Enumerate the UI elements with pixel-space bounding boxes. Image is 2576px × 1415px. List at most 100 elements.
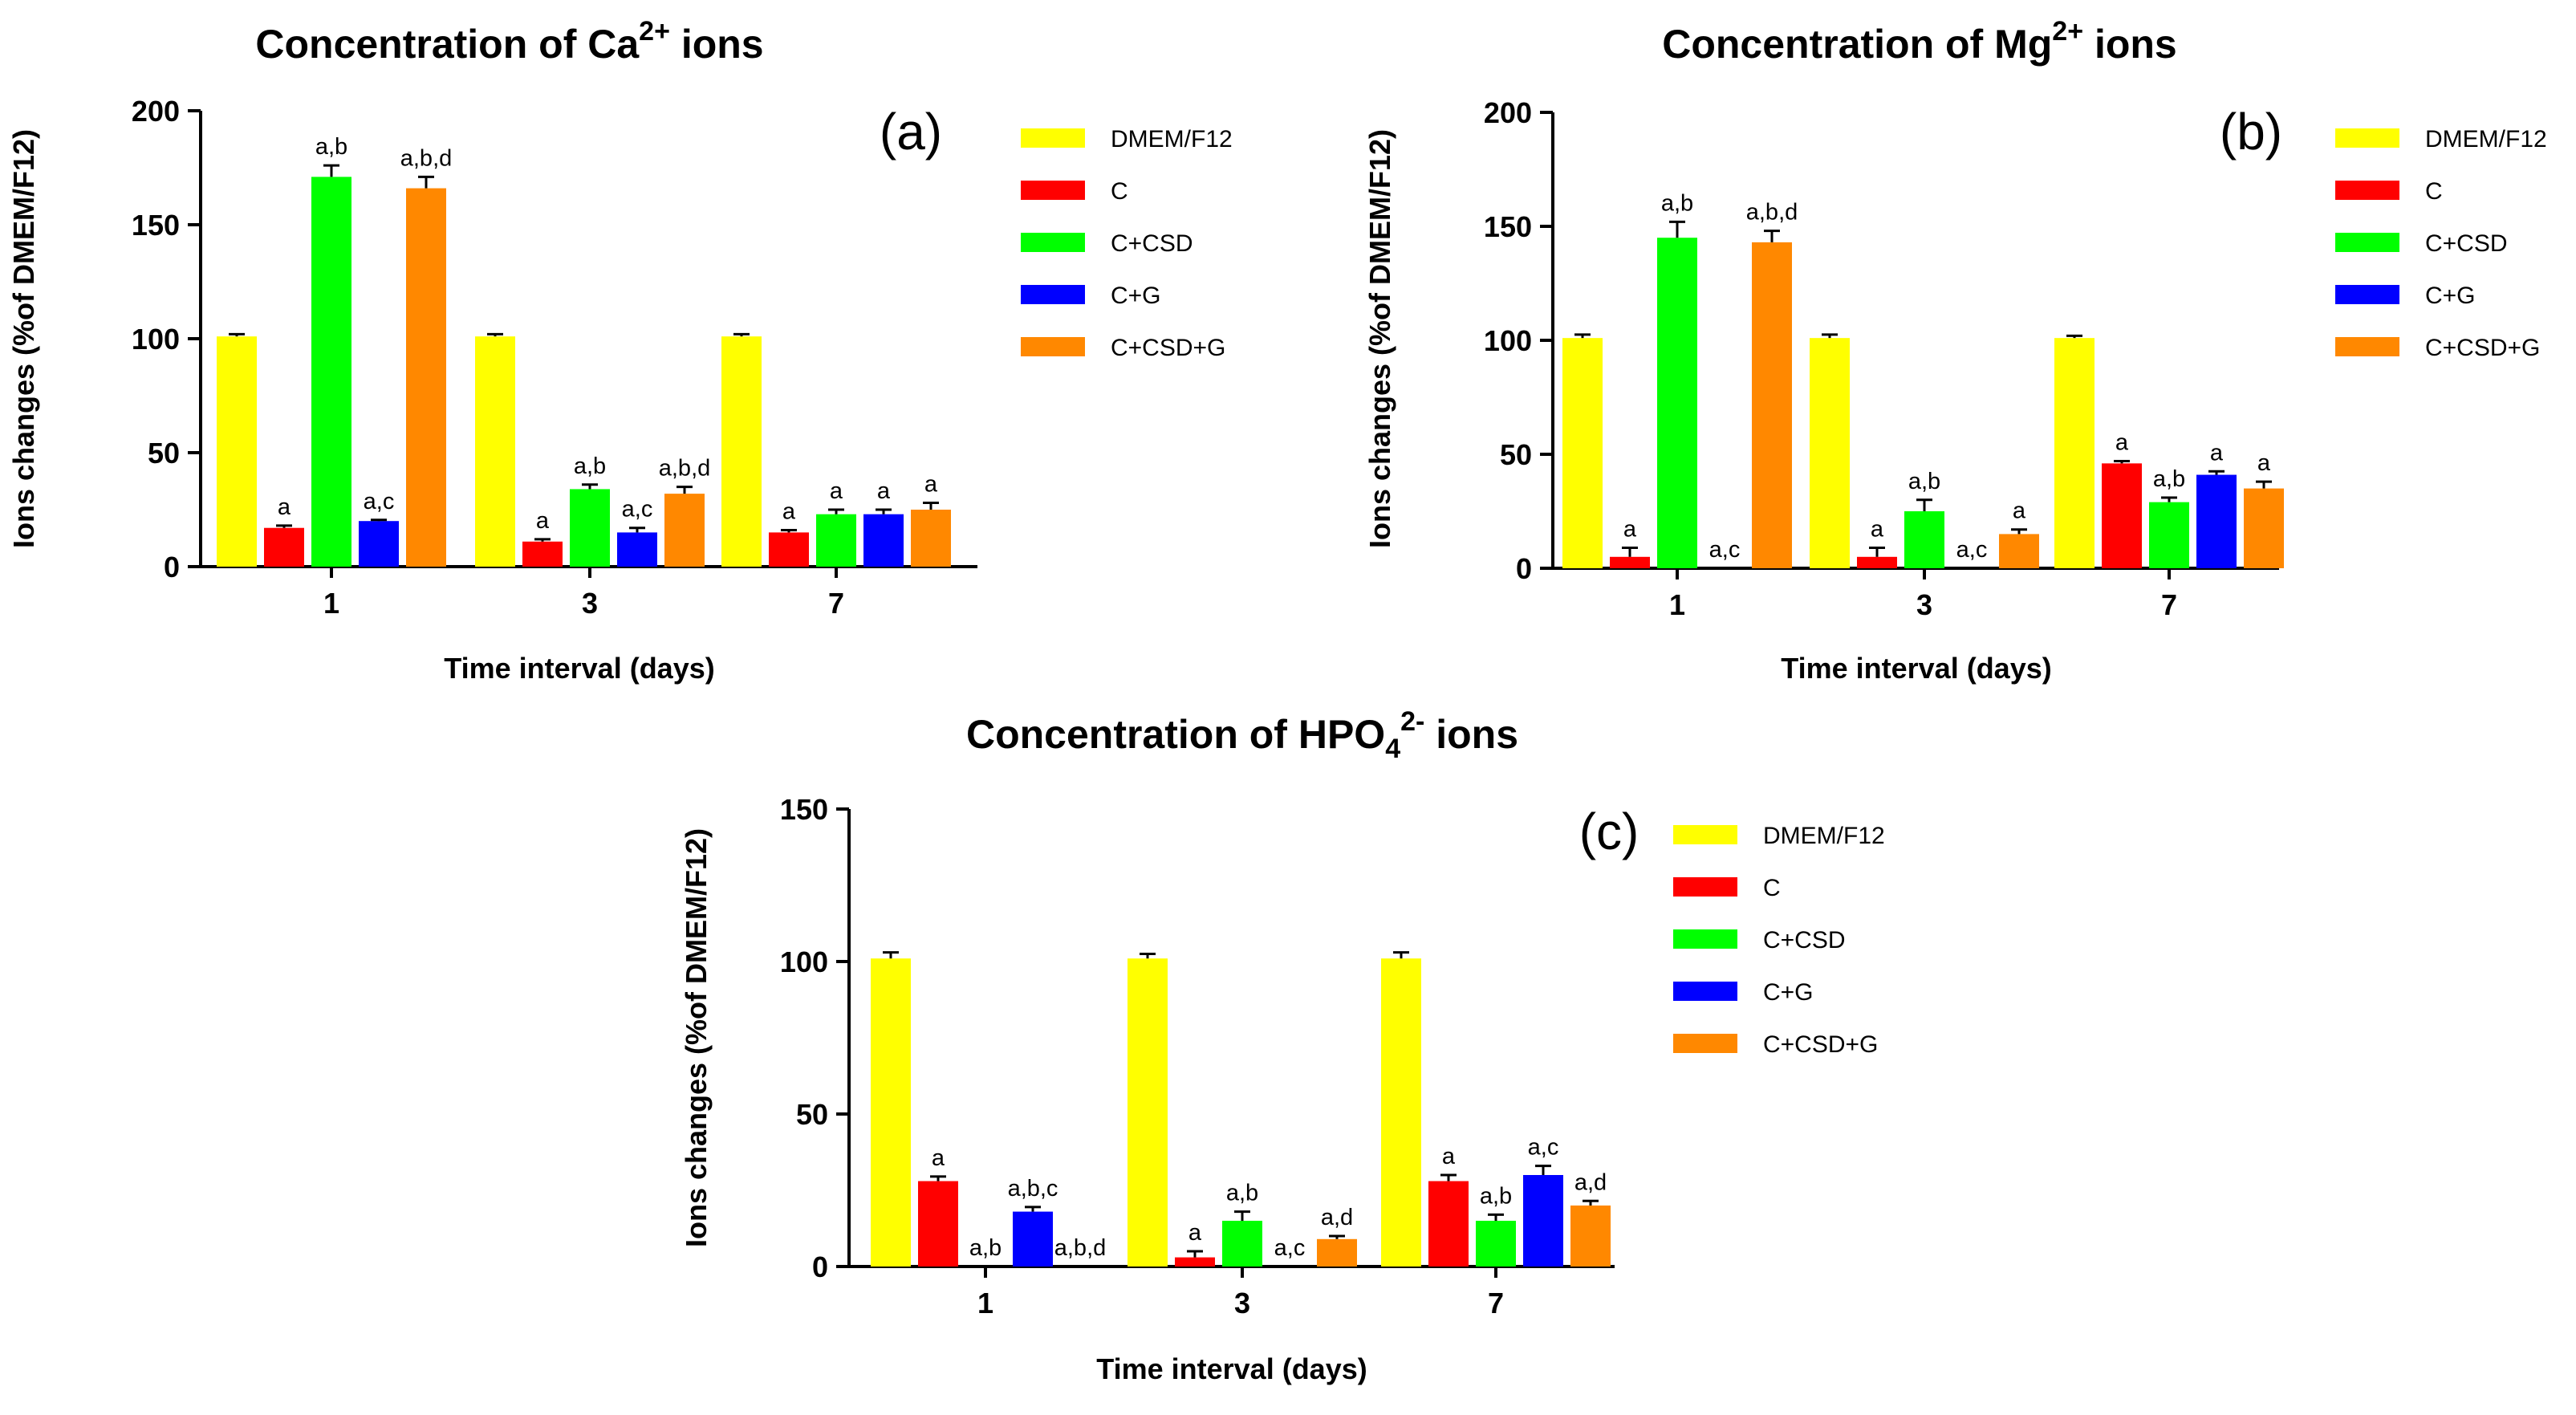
- bar-dmem-f12: [1562, 338, 1603, 568]
- significance-label: a: [877, 478, 891, 504]
- legend-swatch-c-csd: [2335, 233, 2399, 252]
- bar-c: [769, 532, 809, 567]
- bar-c-csd: [1904, 511, 1944, 568]
- bar-c-g: [1523, 1175, 1563, 1267]
- significance-label: a,d: [1574, 1169, 1607, 1195]
- bar-dmem-f12: [217, 336, 257, 567]
- legend-label: C+CSD: [2425, 230, 2508, 257]
- bar-c: [522, 541, 563, 567]
- significance-label: a,b,d: [659, 456, 711, 482]
- x-axis-label: Time interval (days): [1096, 1352, 1367, 1385]
- y-tick-label: 0: [1516, 552, 1532, 585]
- significance-label: a: [2013, 498, 2026, 524]
- significance-label: a: [536, 508, 550, 534]
- legend-label: C: [2425, 178, 2443, 205]
- y-axis-label: Ions changes (%of DMEM/F12): [680, 828, 713, 1247]
- bar-c-csd-g: [664, 494, 705, 567]
- significance-label: a: [278, 494, 291, 520]
- significance-label: a,c: [622, 497, 653, 522]
- chart-title-suffix: ions: [1424, 712, 1518, 757]
- significance-label: a: [2115, 430, 2129, 456]
- legend-label: C: [1111, 178, 1128, 205]
- legend-swatch-c-csd: [1673, 929, 1737, 949]
- significance-label: a,d: [1321, 1205, 1353, 1230]
- significance-label: a,c: [1956, 537, 1988, 563]
- bar-c-csd-g: [911, 510, 951, 567]
- bar-c-g: [1013, 1211, 1053, 1267]
- bar-c-csd: [2149, 502, 2189, 568]
- panel-label: (a): [880, 103, 942, 161]
- significance-label: a: [932, 1145, 945, 1171]
- significance-label: a: [1623, 516, 1637, 542]
- significance-label: a: [830, 478, 843, 504]
- significance-label: a,b,d: [400, 145, 453, 171]
- bar-dmem-f12: [1810, 338, 1850, 568]
- x-tick-label: 3: [582, 587, 598, 620]
- bar-c: [1857, 556, 1897, 568]
- y-tick-label: 0: [812, 1250, 828, 1283]
- legend-swatch-c-csd: [1021, 233, 1085, 252]
- significance-label: a: [1442, 1144, 1456, 1169]
- y-tick-label: 150: [1484, 210, 1532, 243]
- panel-label: (b): [2220, 103, 2282, 161]
- significance-label: a,c: [1709, 537, 1741, 563]
- chart-title-superscript: 2+: [639, 16, 670, 47]
- x-tick-label: 1: [323, 587, 339, 620]
- significance-label: a,b,c: [1008, 1176, 1058, 1202]
- bar-c: [1428, 1181, 1469, 1267]
- bar-c-csd-g: [406, 188, 446, 567]
- chart-c: Concentration of HPO42- ions (c) 0 50 100 150…: [680, 706, 1885, 1385]
- bar-c-csd-g: [1752, 242, 1792, 568]
- significance-label: a: [2257, 450, 2271, 476]
- bar-c-csd-g: [2244, 488, 2284, 568]
- legend-label: C+CSD: [1763, 927, 1846, 953]
- legend-label: C: [1763, 875, 1781, 901]
- significance-label: a,b: [574, 453, 606, 479]
- y-tick-label: 200: [132, 95, 180, 128]
- bar-dmem-f12: [1381, 958, 1421, 1267]
- bar-c: [2102, 463, 2142, 568]
- chart-title-superscript: 2+: [2052, 16, 2083, 47]
- legend-label: C+CSD: [1111, 230, 1193, 257]
- bar-c-g: [359, 521, 399, 567]
- significance-label: a,b: [1908, 469, 1940, 494]
- y-tick-label: 150: [132, 209, 180, 242]
- y-tick-label: 100: [1484, 324, 1532, 357]
- bar-c-csd: [570, 489, 610, 567]
- legend-swatch-c: [1021, 181, 1085, 200]
- y-tick-label: 50: [148, 437, 180, 470]
- legend-swatch-c-g: [2335, 285, 2399, 304]
- chart-b: Concentration of Mg2+ ions (b) 0 50 100 150 20…: [1363, 16, 2547, 685]
- chart-title-main: Concentration of Mg: [1662, 22, 2052, 67]
- bar-dmem-f12: [1128, 958, 1168, 1267]
- legend-label: DMEM/F12: [1111, 126, 1233, 152]
- legend-swatch-c-g: [1021, 285, 1085, 304]
- x-tick-label: 3: [1234, 1287, 1250, 1319]
- significance-label: a,b,d: [1054, 1235, 1107, 1261]
- chart-title: Concentration of Mg2+ ions: [1662, 16, 2177, 67]
- bar-c: [264, 527, 304, 567]
- chart-title: Concentration of Ca2+ ions: [255, 16, 763, 67]
- bar-c-csd: [311, 177, 351, 567]
- bar-c-csd-g: [1570, 1206, 1611, 1267]
- legend-swatch-c: [1673, 877, 1737, 897]
- x-tick-label: 7: [1488, 1287, 1504, 1319]
- y-tick-label: 50: [1500, 438, 1532, 471]
- significance-label: a,b,d: [1746, 200, 1798, 226]
- legend-label: C+CSD+G: [2425, 335, 2540, 361]
- chart-title-suffix: ions: [2083, 22, 2177, 67]
- y-axis-label: Ions changes (%of DMEM/F12): [7, 129, 40, 548]
- significance-label: a,c: [1274, 1235, 1306, 1261]
- y-tick-label: 50: [796, 1098, 828, 1131]
- bar-c-csd: [816, 514, 856, 567]
- legend-swatch-dmem-f12: [2335, 128, 2399, 148]
- bar-c-csd: [1476, 1221, 1516, 1267]
- y-tick-label: 100: [132, 323, 180, 356]
- y-tick-label: 200: [1484, 96, 1532, 129]
- legend-label: C+G: [1763, 979, 1814, 1006]
- panel-label: (c): [1579, 803, 1639, 860]
- significance-label: a: [782, 499, 796, 525]
- significance-label: a: [1871, 516, 1884, 542]
- bar-c-csd: [1222, 1221, 1262, 1267]
